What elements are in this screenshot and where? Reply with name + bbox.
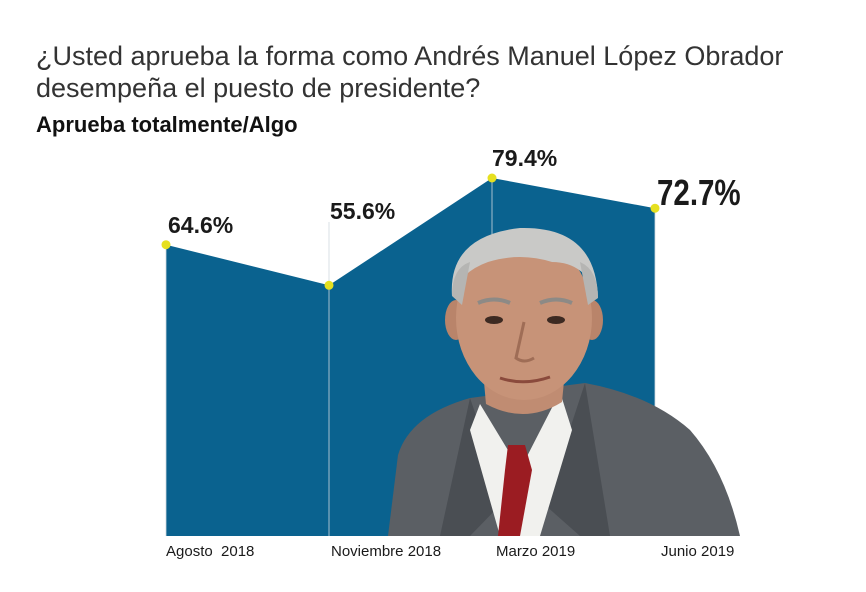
x-tick-label: Junio 2019 (661, 543, 734, 560)
data-point (650, 203, 660, 213)
data-point (487, 173, 497, 183)
x-tick-label: Noviembre 2018 (331, 543, 441, 560)
chart-subtitle: Aprueba totalmente/Algo (36, 112, 298, 137)
value-label: 79.4% (492, 145, 557, 171)
data-point (324, 280, 334, 290)
chart-question: ¿Usted aprueba la forma como Andrés Manu… (36, 41, 784, 103)
value-label: 72.7% (657, 172, 741, 212)
value-label: 64.6% (168, 212, 233, 238)
x-tick-label: Marzo 2019 (496, 543, 575, 560)
data-point (161, 240, 171, 250)
president-photo (388, 227, 740, 536)
value-label: 55.6% (330, 198, 395, 224)
x-tick-label: Agosto 2018 (166, 543, 254, 560)
